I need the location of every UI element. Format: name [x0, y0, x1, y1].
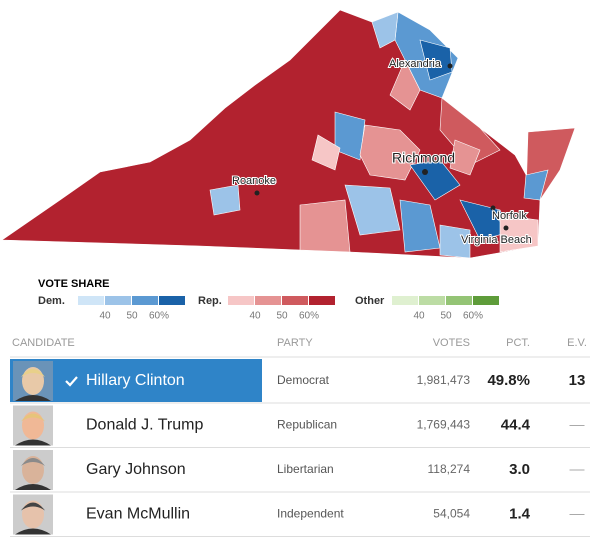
city-label: Alexandria: [389, 58, 442, 70]
candidate-name: Donald J. Trump: [86, 417, 203, 434]
candidate-name: Gary Johnson: [86, 461, 186, 478]
percent: 49.8%: [487, 372, 530, 389]
column-header: PARTY: [277, 337, 313, 349]
legend-tick: 60%: [299, 311, 319, 322]
legend-swatch: [446, 296, 472, 305]
photo-body: [15, 484, 51, 490]
legend-tick: 40: [413, 311, 425, 322]
electoral-votes: —: [570, 416, 585, 433]
percent: 1.4: [509, 505, 531, 522]
candidate-name: Hillary Clinton: [86, 372, 185, 389]
legend-tick: 50: [276, 311, 288, 322]
winner-check: [65, 376, 78, 387]
photo-face: [22, 411, 44, 440]
photo-face: [22, 456, 44, 484]
legend-tick: 50: [440, 311, 452, 322]
city-markers: [254, 63, 509, 231]
votes: 118,274: [428, 462, 471, 476]
photo-hair: [21, 413, 45, 422]
city-label: Norfolk: [492, 210, 527, 222]
column-header: CANDIDATE: [12, 337, 75, 349]
legend-tick: 60%: [149, 311, 169, 322]
legend-swatch: [473, 296, 499, 305]
legend-swatch: [309, 296, 335, 305]
results-table: CANDIDATE PARTY VOTES PCT. E.V. Hillary Clint…: [10, 337, 590, 537]
photo-body: [15, 395, 51, 401]
legend-swatch: [419, 296, 445, 305]
party: Democrat: [277, 373, 330, 387]
legend-swatch: [255, 296, 281, 305]
legend-swatch: [228, 296, 254, 305]
city-label: Richmond: [392, 150, 455, 166]
legend-swatch: [78, 296, 104, 305]
legend-swatch: [105, 296, 131, 305]
votes: 1,981,473: [417, 373, 471, 387]
legend-title: VOTE SHARE: [38, 278, 110, 290]
electoral-votes: —: [570, 461, 585, 478]
votes: 54,054: [433, 507, 470, 521]
percent: 44.4: [501, 416, 531, 433]
votes: 1,769,443: [417, 418, 471, 432]
legend-swatch: [282, 296, 308, 305]
legend-swatch: [159, 296, 185, 305]
photo-hair: [21, 502, 45, 511]
party: Republican: [277, 418, 337, 432]
city-label: Virginia Beach: [461, 234, 532, 246]
legend-label: Dem.: [38, 295, 65, 307]
column-header: VOTES: [433, 337, 470, 349]
legend-label: Rep.: [198, 295, 222, 307]
candidate-name: Evan McMullin: [86, 506, 190, 523]
electoral-votes: 13: [569, 372, 586, 389]
city-label: Roanoke: [232, 175, 276, 187]
legend-swatch: [392, 296, 418, 305]
legend-tick: 40: [99, 311, 111, 322]
electoral-votes: —: [570, 505, 585, 522]
legend-tick: 40: [249, 311, 261, 322]
column-header: PCT.: [506, 337, 530, 349]
party: Libertarian: [277, 462, 334, 476]
legend-label: Other: [355, 295, 385, 307]
photo-hair: [21, 369, 45, 377]
party: Independent: [277, 507, 344, 521]
legend-tick: 50: [126, 311, 138, 322]
photo-face: [22, 367, 44, 395]
virginia-map: [1, 9, 576, 259]
photo-face: [22, 500, 44, 529]
column-header: E.V.: [567, 337, 587, 349]
photo-hair: [21, 458, 45, 466]
legend-swatch: [132, 296, 158, 305]
photo-body: [15, 528, 51, 535]
percent: 3.0: [509, 461, 530, 478]
photo-body: [15, 439, 51, 446]
legend: Dem. 40 50 60% Rep. 40 50 60% Other 40 50 60%: [38, 295, 499, 322]
legend-tick: 60%: [463, 311, 483, 322]
